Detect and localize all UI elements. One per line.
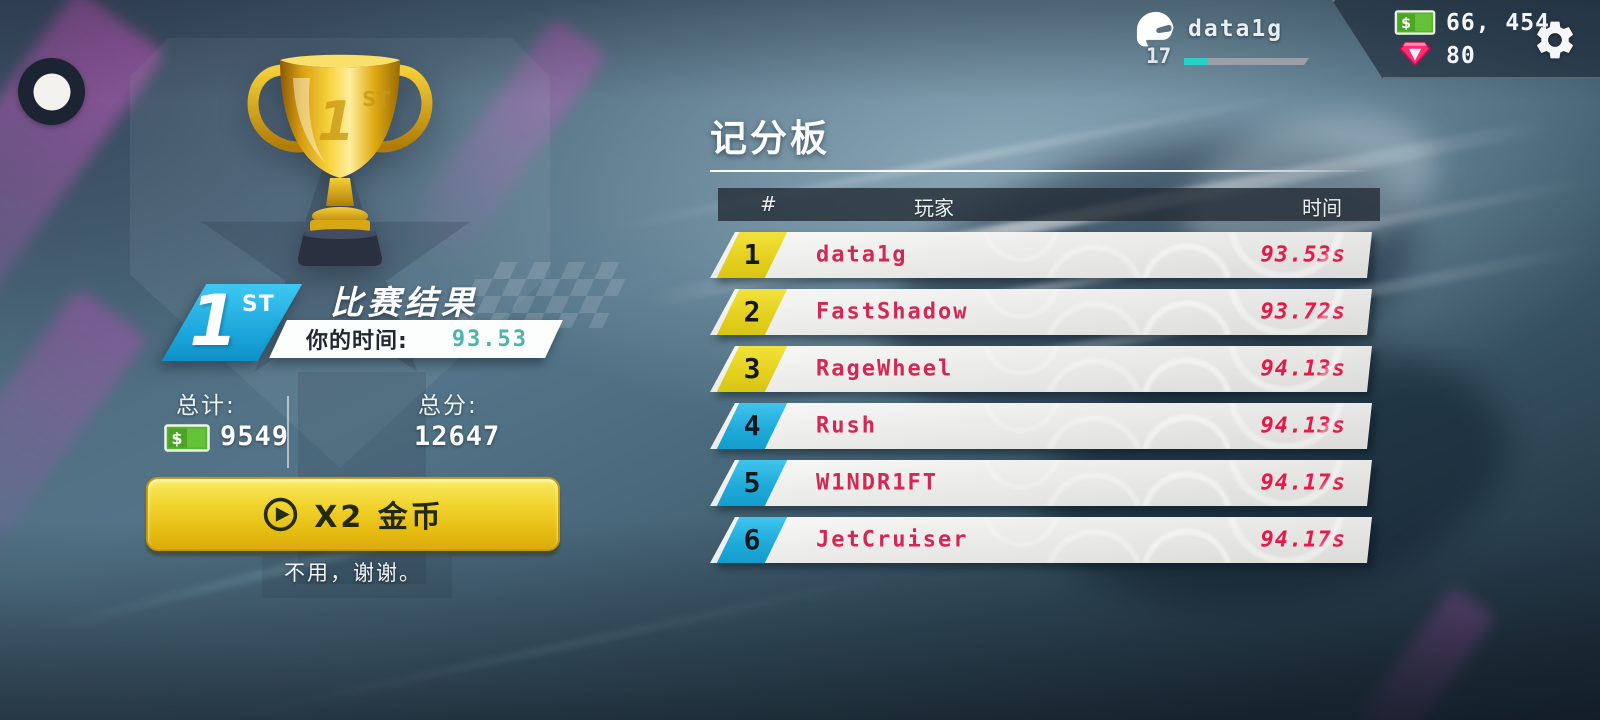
rank-badge: 1 — [717, 232, 787, 278]
row-player-name: FastShadow — [816, 299, 969, 325]
race-results-panel: 1 ST 1 ST 比赛结果 你的时间: 93.53 总计: — [0, 0, 700, 720]
row-time: 94.17s — [1260, 470, 1346, 496]
gem-icon — [1399, 41, 1431, 67]
table-row: 5 W1NDR1FT 94.17s — [710, 460, 1372, 506]
rank-badge: 3 — [717, 346, 787, 392]
row-player-name: data1g — [816, 242, 908, 268]
row-player-name: Rush — [816, 413, 877, 439]
screen-record-button[interactable] — [18, 58, 85, 125]
total-money-value: 9549 — [220, 421, 290, 452]
totals-divider — [287, 396, 289, 468]
settings-button[interactable] — [1532, 17, 1578, 63]
your-time-label: 你的时间: — [306, 329, 408, 354]
money-icon: $ — [1394, 10, 1436, 35]
your-time-value: 93.53 — [451, 326, 529, 352]
trophy-icon: 1 ST — [247, 54, 433, 266]
gear-icon — [1537, 21, 1573, 59]
dollar-sign: $ — [171, 429, 182, 448]
column-header-rank: # — [760, 192, 777, 216]
rank-badge: 2 — [717, 289, 787, 335]
currency-panel: $ 66, 454 80 — [1332, 0, 1600, 79]
table-row: 2 FastShadow 93.72s — [710, 289, 1372, 335]
no-thanks-button[interactable]: 不用，谢谢。 — [146, 556, 560, 588]
table-row: 4 Rush 94.13s — [710, 403, 1372, 449]
table-row: 6 JetCruiser 94.17s — [710, 517, 1372, 563]
double-coins-button[interactable]: X2 金币 — [146, 477, 560, 551]
rank-number: 1 — [189, 280, 238, 362]
row-time: 93.53s — [1260, 242, 1346, 268]
rank-badge: 5 — [717, 460, 787, 506]
double-coins-label: X2 金币 — [314, 500, 444, 535]
table-row: 3 RageWheel 94.13s — [710, 346, 1372, 392]
helmet-icon — [1136, 11, 1174, 47]
rank-suffix: ST — [241, 292, 275, 317]
row-time: 94.13s — [1260, 356, 1346, 382]
column-header-player: 玩家 — [914, 196, 954, 220]
panel-diagonal-edge — [1332, 0, 1335, 79]
dollar-sign: $ — [1401, 16, 1411, 32]
race-result-title: 比赛结果 — [330, 283, 478, 322]
scoreboard: 记分板 # 玩家 时间 1 data1g 93.53s 2 FastS — [710, 108, 1380, 162]
trophy-rank-suffix-engraving: ST — [362, 87, 390, 111]
score-label: 总分: — [418, 393, 478, 419]
money-icon: $ — [164, 424, 210, 452]
player-name: data1g — [1188, 16, 1284, 42]
score-value: 12647 — [414, 421, 501, 452]
row-time: 94.17s — [1260, 527, 1346, 553]
total-label: 总计: — [176, 393, 236, 419]
money-amount: 66, 454 — [1446, 10, 1550, 36]
trophy-rank-engraving: 1 — [317, 90, 355, 153]
rank-badge: 4 — [717, 403, 787, 449]
scoreboard-header: # 玩家 时间 — [718, 188, 1380, 221]
row-player-name: RageWheel — [816, 356, 954, 382]
scoreboard-rows: 1 data1g 93.53s 2 FastShadow 93.72s 3 — [710, 232, 1372, 563]
row-player-name: JetCruiser — [816, 527, 969, 553]
player-level: 17 — [1146, 44, 1172, 68]
play-icon — [264, 497, 298, 531]
level-progress-bar — [1184, 58, 1309, 65]
scoreboard-underline — [710, 170, 1372, 172]
gem-amount: 80 — [1446, 43, 1476, 69]
level-progress-fill — [1184, 58, 1207, 65]
top-bar: data1g 17 $ 66, 454 80 — [0, 0, 1600, 125]
your-time-strip: 你的时间: 93.53 — [269, 320, 563, 358]
table-row: 1 data1g 93.53s — [710, 232, 1372, 278]
panel-bottom-edge — [1383, 77, 1600, 79]
row-player-name: W1NDR1FT — [816, 470, 938, 496]
column-header-time: 时间 — [1302, 196, 1342, 220]
row-time: 94.13s — [1260, 413, 1346, 439]
row-time: 93.72s — [1260, 299, 1346, 325]
scoreboard-title: 记分板 — [710, 117, 830, 160]
rank-badge: 6 — [717, 517, 787, 563]
